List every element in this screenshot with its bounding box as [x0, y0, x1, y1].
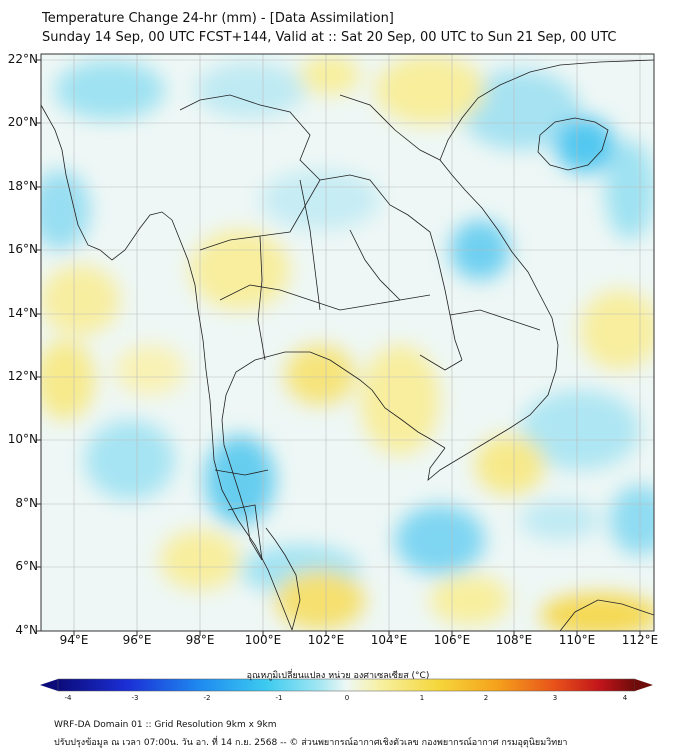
- lat-label-10n: 10°N: [7, 432, 38, 446]
- graticule: [41, 54, 654, 631]
- lat-label-16n: 16°N: [7, 242, 38, 256]
- lon-label-100e: 100°E: [244, 633, 282, 647]
- lon-label-98e: 98°E: [185, 633, 215, 647]
- lat-label-18n: 18°N: [7, 179, 38, 193]
- colorbar-tick-0: 0: [344, 694, 350, 702]
- colorbar-tick-1: 1: [419, 694, 425, 702]
- colorbar-tick-2: 2: [483, 694, 489, 702]
- map-title: Temperature Change 24-hr (mm) - [Data As…: [42, 11, 394, 26]
- lat-label-8n: 8°N: [15, 496, 38, 510]
- lon-label-110e: 110°E: [558, 633, 596, 647]
- lat-label-22n: 22°N: [7, 52, 38, 66]
- colorbar-tick-neg4: -4: [64, 694, 72, 702]
- colorbar-tick-3: 3: [552, 694, 558, 702]
- temperature-map: [36, 53, 655, 692]
- colorbar-tick-neg1: -1: [275, 694, 283, 702]
- temperature-field: [41, 54, 654, 631]
- lon-label-94e: 94°E: [59, 633, 89, 647]
- coastlines: [41, 59, 654, 631]
- map-subtitle: Sunday 14 Sep, 00 UTC FCST+144, Valid at…: [42, 30, 617, 45]
- footer-credit: ปรับปรุงข้อมูล ณ เวลา 07:00น. วัน อา. ที…: [54, 738, 568, 748]
- lon-label-108e: 108°E: [495, 633, 533, 647]
- lat-label-6n: 6°N: [15, 559, 38, 573]
- lat-label-12n: 12°N: [7, 369, 38, 383]
- colorbar-tick-neg2: -2: [203, 694, 211, 702]
- lat-label-20n: 20°N: [7, 115, 38, 129]
- lat-label-4n: 4°N: [15, 623, 38, 637]
- colorbar-title: อุณหภูมิเปลี่ยนแปลง หน่วย องศาเซลเซียส (…: [246, 671, 430, 681]
- lon-label-104e: 104°E: [370, 633, 408, 647]
- lon-label-112e: 112°E: [621, 633, 659, 647]
- lon-label-106e: 106°E: [433, 633, 471, 647]
- lon-label-96e: 96°E: [122, 633, 152, 647]
- colorbar-tick-neg3: -3: [131, 694, 139, 702]
- map-frame: [40, 53, 655, 632]
- footer-model-info: WRF-DA Domain 01 :: Grid Resolution 9km …: [54, 720, 277, 730]
- colorbar-tick-4: 4: [622, 694, 628, 702]
- lon-label-102e: 102°E: [307, 633, 345, 647]
- lat-label-14n: 14°N: [7, 306, 38, 320]
- colorbar: [40, 678, 653, 692]
